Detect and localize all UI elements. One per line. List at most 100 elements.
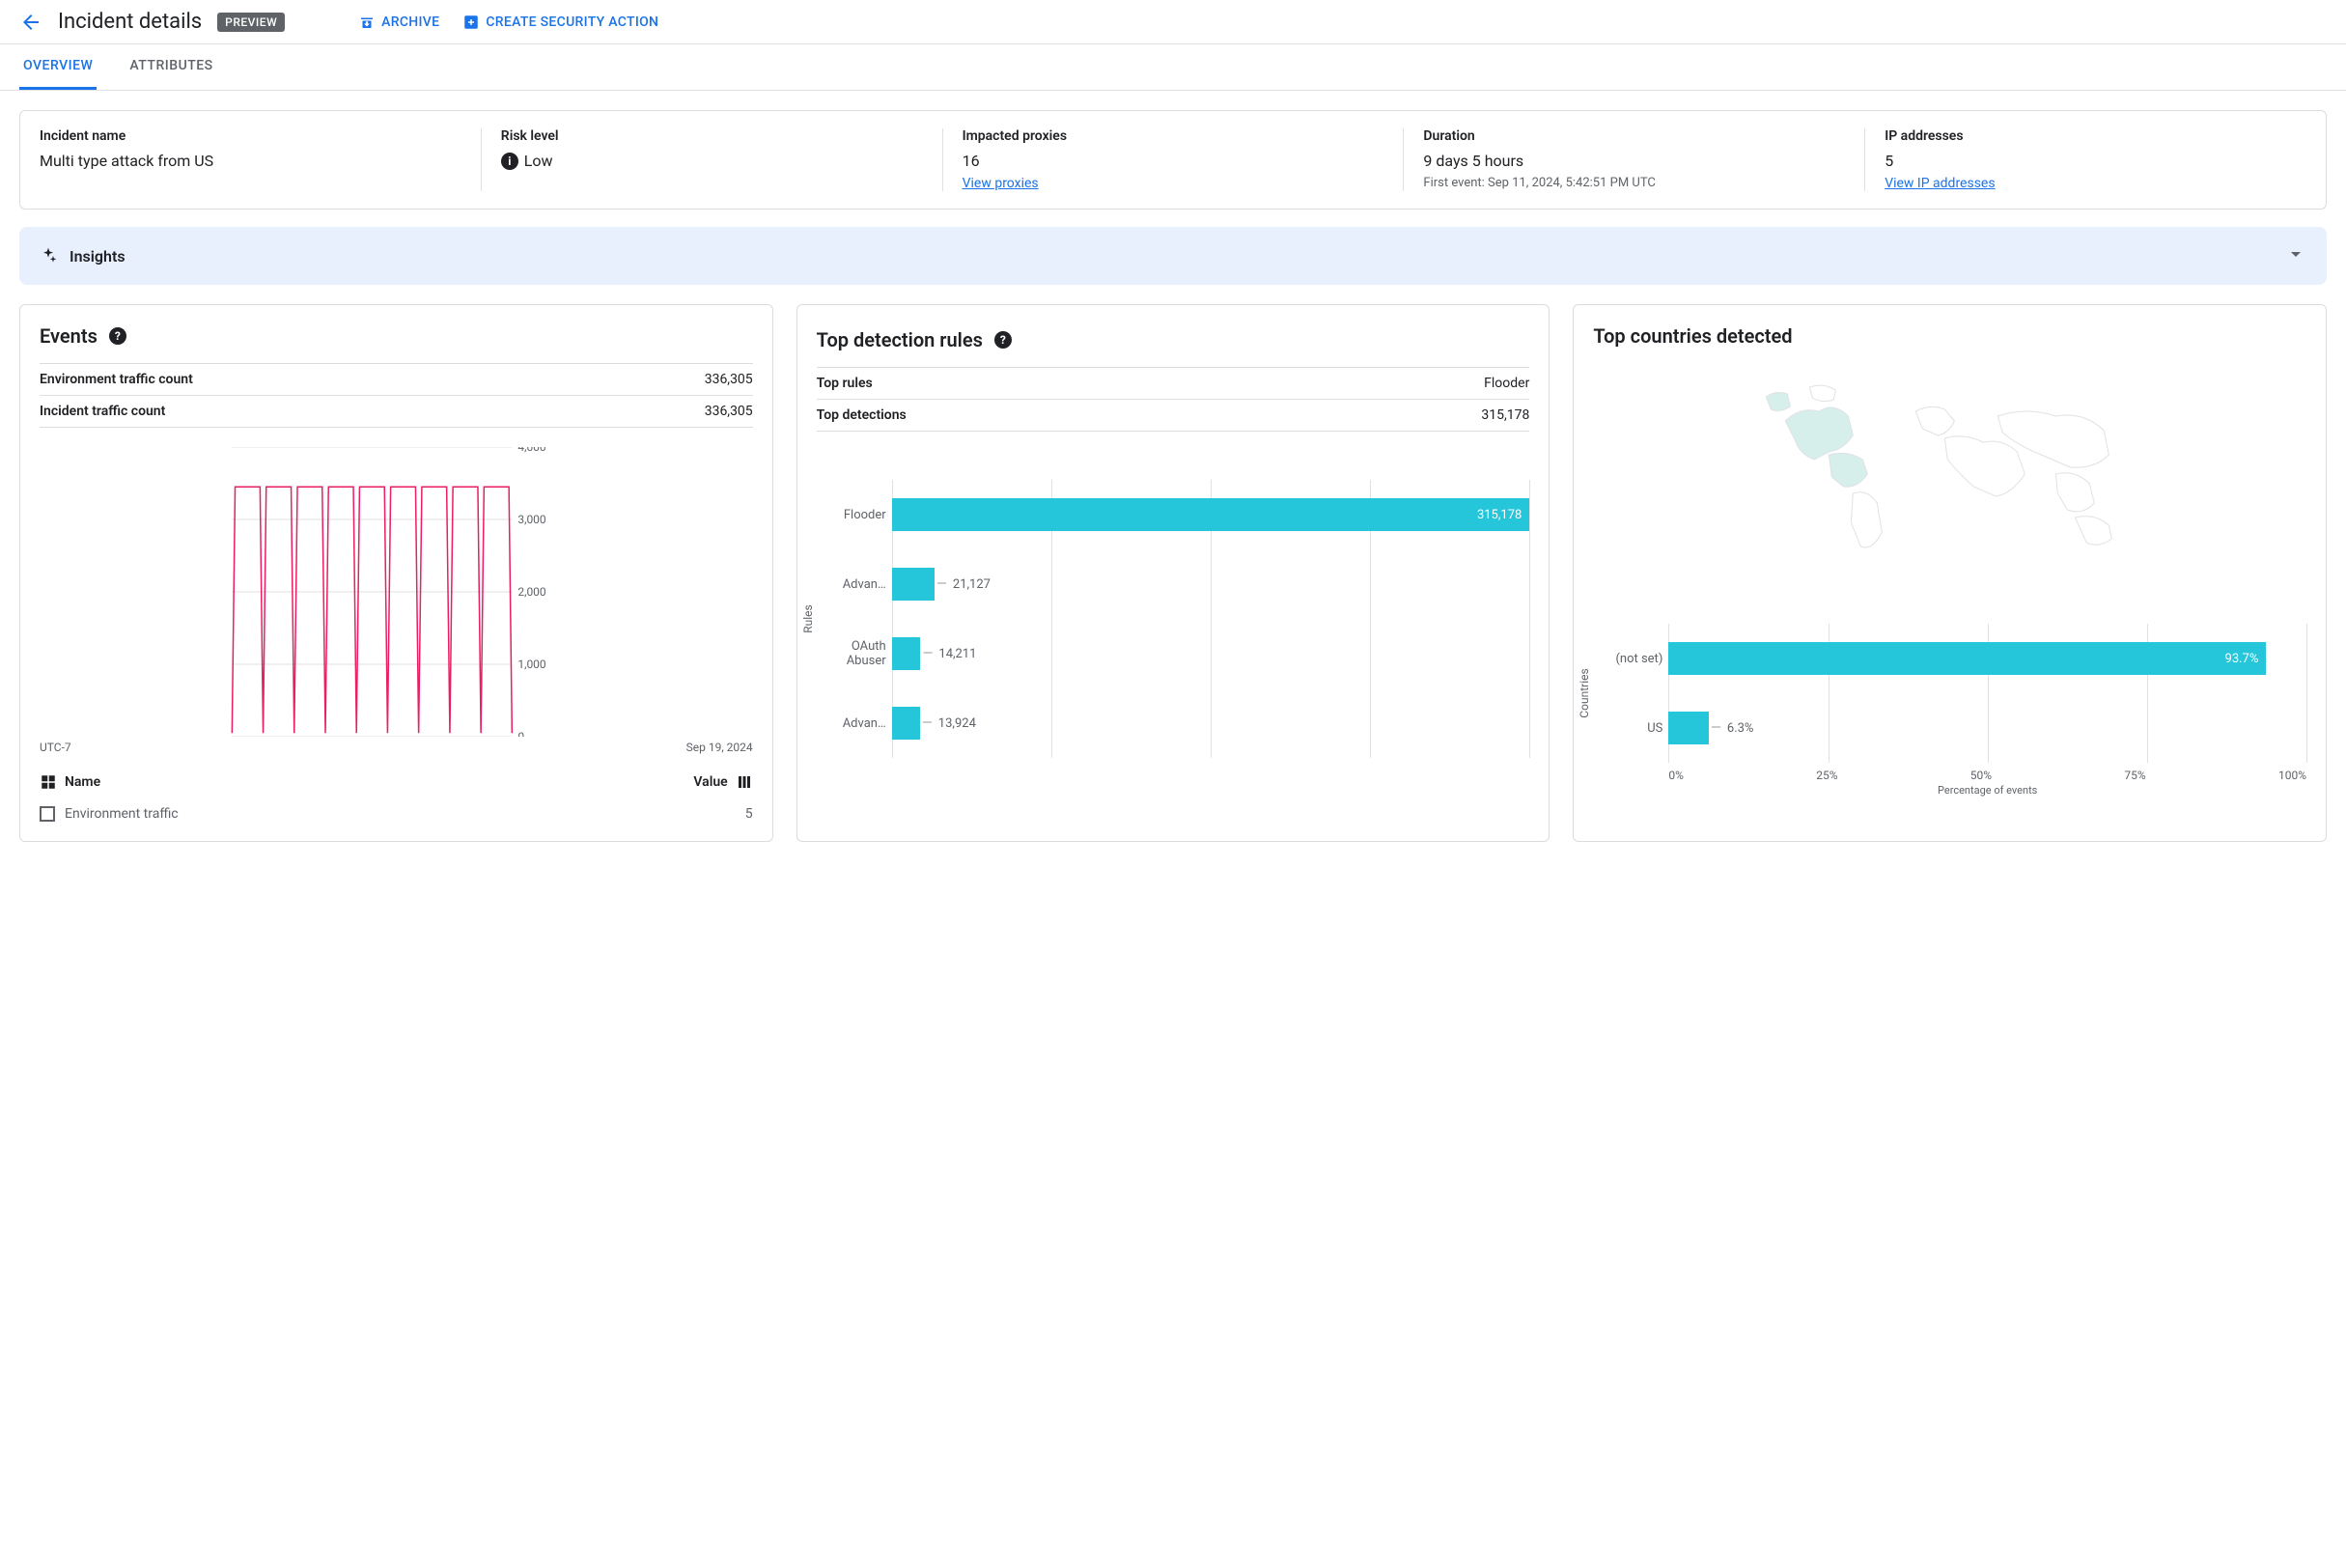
archive-icon <box>358 14 376 31</box>
events-legend: Name Value <box>40 768 753 797</box>
insights-title: Insights <box>70 247 126 266</box>
back-arrow-icon[interactable] <box>19 11 42 34</box>
rules-card: Top detection rules ? Top rules Flooder … <box>796 304 1550 842</box>
kv-val: 336,305 <box>705 404 753 419</box>
countries-axis-label: Countries <box>1578 668 1591 717</box>
help-icon[interactable]: ? <box>109 327 126 345</box>
grid-icon <box>40 773 57 791</box>
kv-val: 315,178 <box>1481 407 1529 423</box>
risk-level-text: Low <box>524 152 553 170</box>
plus-box-icon <box>462 14 480 31</box>
hbar-label: Flooder <box>817 508 886 522</box>
hbar-label: Advan… <box>817 716 886 731</box>
hbar-row: (not set)93.7% <box>1593 624 2306 693</box>
legend-row: Environment traffic 5 <box>40 797 753 822</box>
preview-badge: PREVIEW <box>217 13 285 32</box>
countries-x-axis: 0%25%50%75%100% <box>1668 769 2306 782</box>
rules-chart: Rules Flooder315,178Advan…—21,127OAuth A… <box>817 480 1530 758</box>
summary-duration: Duration 9 days 5 hours First event: Sep… <box>1404 128 1865 191</box>
help-icon[interactable]: ? <box>994 331 1012 349</box>
top-actions: ARCHIVE CREATE SECURITY ACTION <box>358 14 658 31</box>
create-action-label: CREATE SECURITY ACTION <box>486 14 658 30</box>
countries-card: Top countries detected <box>1573 304 2327 842</box>
hbar-label: US <box>1593 721 1662 736</box>
x-tick: 75% <box>2124 769 2145 782</box>
hbar-bar <box>892 637 921 670</box>
summary-value: i Low <box>501 152 923 170</box>
kv-key: Top rules <box>817 376 873 391</box>
x-tick: 25% <box>1816 769 1837 782</box>
kv-val: Flooder <box>1484 376 1529 391</box>
hbar-value: 13,924 <box>938 716 976 731</box>
hbar-value: 6.3% <box>1727 721 1754 736</box>
legend-row-value: 5 <box>745 806 753 822</box>
hbar-bar: 315,178 <box>892 498 1530 531</box>
archive-label: ARCHIVE <box>381 14 439 30</box>
hbar-value: 21,127 <box>953 577 991 592</box>
hbar-label: Advan… <box>817 577 886 592</box>
events-title-text: Events <box>40 324 98 348</box>
hbar-bar <box>892 568 935 601</box>
summary-card: Incident name Multi type attack from US … <box>19 110 2327 210</box>
hbar-row: Advan…—13,924 <box>817 688 1530 758</box>
rules-axis-label: Rules <box>801 604 815 632</box>
svg-text:3,000: 3,000 <box>517 513 546 526</box>
info-icon: i <box>501 153 518 170</box>
countries-chart: Countries (not set)93.7%US—6.3% <box>1593 624 2306 763</box>
events-chart: 0 1,000 2,000 3,000 4,000 UTC-7 Sep 19, 2024 <box>40 447 753 754</box>
cards-row: Events ? Environment traffic count 336,3… <box>19 304 2327 842</box>
kv-row: Top rules Flooder <box>817 368 1530 400</box>
tab-overview[interactable]: OVERVIEW <box>19 44 97 90</box>
hbar-row: OAuth Abuser—14,211 <box>817 619 1530 688</box>
x-tick: 100% <box>2278 769 2306 782</box>
svg-text:1,000: 1,000 <box>517 658 546 671</box>
hbar-bar: 93.7% <box>1668 642 2266 675</box>
view-ip-link[interactable]: View IP addresses <box>1885 176 1995 191</box>
summary-value: 5 <box>1885 152 2306 170</box>
summary-value: 9 days 5 hours <box>1423 152 1845 170</box>
page-title: Incident details <box>58 10 202 34</box>
archive-button[interactable]: ARCHIVE <box>358 14 439 31</box>
content: Incident name Multi type attack from US … <box>0 91 2346 861</box>
view-proxies-link[interactable]: View proxies <box>963 176 1039 191</box>
svg-text:0: 0 <box>517 730 524 737</box>
kv-row: Top detections 315,178 <box>817 400 1530 431</box>
checkbox-icon[interactable] <box>40 806 55 822</box>
hbar-row: Flooder 315,178 <box>817 480 1530 549</box>
x-tick: 50% <box>1970 769 1992 782</box>
svg-text:2,000: 2,000 <box>517 585 546 599</box>
countries-x-sub: Percentage of events <box>1668 784 2306 797</box>
countries-title: Top countries detected <box>1593 324 2306 348</box>
kv-val: 336,305 <box>705 372 753 387</box>
rules-title: Top detection rules ? <box>817 328 1530 351</box>
chevron-down-icon[interactable] <box>2284 242 2307 269</box>
summary-value: 16 <box>963 152 1384 170</box>
legend-value: Value <box>693 774 727 790</box>
hbar-value: 14,211 <box>938 647 976 661</box>
legend-name: Name <box>65 774 100 790</box>
legend-row-name: Environment traffic <box>65 806 179 822</box>
insights-left: Insights <box>39 246 126 266</box>
create-security-action-button[interactable]: CREATE SECURITY ACTION <box>462 14 658 31</box>
summary-impacted-proxies: Impacted proxies 16 View proxies <box>943 128 1405 191</box>
svg-text:4,000: 4,000 <box>517 447 546 454</box>
hbar-row: Advan…—21,127 <box>817 549 1530 619</box>
countries-title-text: Top countries detected <box>1593 324 1792 348</box>
kv-key: Environment traffic count <box>40 372 193 387</box>
columns-icon <box>736 773 753 791</box>
summary-label: Incident name <box>40 128 461 144</box>
hbar-row: US—6.3% <box>1593 693 2306 763</box>
events-card: Events ? Environment traffic count 336,3… <box>19 304 773 842</box>
map-svg <box>1593 363 2306 575</box>
summary-label: IP addresses <box>1885 128 2306 144</box>
tab-attributes[interactable]: ATTRIBUTES <box>126 44 216 90</box>
kv-row: Incident traffic count 336,305 <box>40 396 753 427</box>
insights-bar[interactable]: Insights <box>19 227 2327 285</box>
rules-title-text: Top detection rules <box>817 328 983 351</box>
summary-label: Duration <box>1423 128 1845 144</box>
line-x-axis: UTC-7 Sep 19, 2024 <box>40 741 753 754</box>
world-map <box>1593 363 2306 575</box>
summary-ip-addresses: IP addresses 5 View IP addresses <box>1865 128 2326 191</box>
kv-row: Environment traffic count 336,305 <box>40 364 753 396</box>
tabs: OVERVIEW ATTRIBUTES <box>0 44 2346 91</box>
